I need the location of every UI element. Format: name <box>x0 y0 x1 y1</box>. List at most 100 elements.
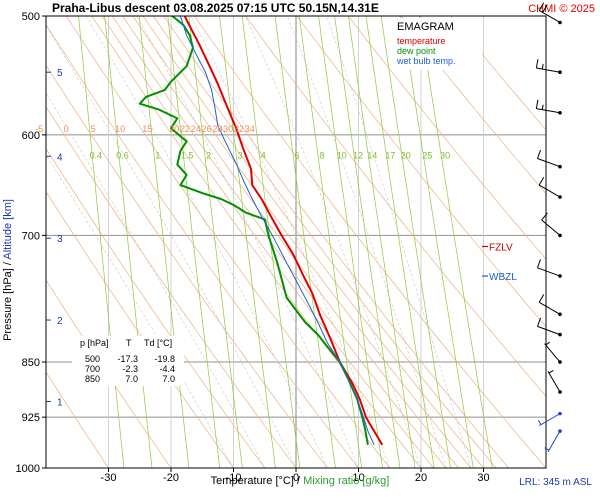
mixing-ratio-label: 2 <box>206 151 211 161</box>
legend-item-temperature: temperature <box>397 36 446 46</box>
x-tick-label: 10 <box>352 472 364 484</box>
y-axis-label-separator: / <box>2 260 14 269</box>
altitude-tick-label: 4 <box>57 152 63 163</box>
dry-adiabat <box>142 16 484 468</box>
wind-barb-station <box>558 390 562 394</box>
dry-adiabat <box>46 105 297 468</box>
dry-adiabat-label: 32 <box>234 124 244 134</box>
moist-adiabat <box>190 16 391 468</box>
dry-adiabat <box>153 16 497 468</box>
wind-barb-staff <box>538 413 561 427</box>
altitude-tick-label: 5 <box>57 68 63 79</box>
mixing-ratio-line <box>401 16 474 468</box>
wind-barb-half-flag <box>548 370 554 374</box>
dry-adiabat-label: 26 <box>202 124 212 134</box>
moist-adiabat <box>287 16 447 468</box>
wbzl-label: WBZL <box>489 272 517 283</box>
x-axis-label-mixing-ratio: Mixing ratio [g/kg] <box>303 475 389 487</box>
plot-area <box>45 15 547 469</box>
wind-barb-flag <box>536 149 541 159</box>
x-tick-label: -30 <box>101 472 117 484</box>
legend-title: EMAGRAM <box>397 21 454 33</box>
wind-barb-staff <box>547 430 561 453</box>
mixing-ratio-line <box>104 16 153 468</box>
wind-barb-station <box>558 312 562 317</box>
dry-adiabat-label: 20 <box>169 124 179 134</box>
wind-barb-half-flag <box>541 64 544 70</box>
moist-adiabat <box>245 16 422 468</box>
altitude-tick-label: 2 <box>57 316 63 327</box>
mixing-ratio-label: 30 <box>440 151 450 161</box>
moist-adiabat <box>46 92 266 468</box>
pressure-tick-label: 1000 <box>16 463 40 475</box>
info-table-cell: 7.0 <box>162 374 175 384</box>
wind-barb-station <box>558 429 562 433</box>
legend-item-dewpoint: dew point <box>397 46 436 56</box>
dry-adiabat-label: 10 <box>115 124 125 134</box>
moist-adiabat <box>46 24 297 468</box>
dry-adiabat <box>112 16 447 468</box>
mixing-ratio-line <box>167 16 221 468</box>
x-tick-label: 0 <box>293 472 299 484</box>
info-table-cell: -19.8 <box>154 354 175 364</box>
dry-adiabat <box>450 16 546 131</box>
dry-adiabat <box>399 16 546 195</box>
wind-barb-station <box>558 110 562 115</box>
wind-barb-staff <box>536 67 561 73</box>
pressure-tick-label: 600 <box>22 130 40 142</box>
x-axis-label-temperature: Temperature [°C] <box>211 475 294 487</box>
mixing-ratio-line <box>298 16 363 468</box>
y-axis-label: Pressure [hPa] / Altitude [km] <box>2 199 14 341</box>
dry-adiabat-label: 22 <box>180 124 190 134</box>
mixing-ratio-label: 25 <box>422 151 432 161</box>
wind-barb-staff <box>538 184 561 198</box>
wind-barb-station <box>558 360 562 364</box>
y-axis-label-pressure: Pressure [hPa] <box>2 268 14 341</box>
wind-barb-station <box>558 411 562 416</box>
info-table-cell: -2.3 <box>122 364 138 374</box>
dry-adiabat <box>245 16 546 397</box>
mixing-ratio-line <box>419 16 493 468</box>
credit-label: CHMI © 2025 <box>528 3 595 15</box>
mixing-ratio-label: 17 <box>385 151 395 161</box>
moist-adiabat <box>46 153 234 468</box>
mixing-ratio-line <box>365 16 435 468</box>
pressure-tick-label: 925 <box>22 412 40 424</box>
info-table: p [hPa] T Td [°C] 500 -17.3 -19.8 700 -2… <box>72 336 184 386</box>
pressure-tick-label: 500 <box>22 11 40 23</box>
wind-barb-half-flag <box>545 341 551 346</box>
wind-barb-flag <box>535 59 539 69</box>
mixing-ratio-label: 4 <box>261 151 266 161</box>
series-wet-bulb-temp <box>179 16 375 446</box>
info-table-header-t: T <box>126 338 132 348</box>
mixing-ratio-line <box>241 16 301 468</box>
mixing-ratio-label: 3 <box>238 151 243 161</box>
mixing-ratio-label: 1 <box>155 151 160 161</box>
dry-adiabat-label: 28 <box>212 124 222 134</box>
mixing-ratio-label: 20 <box>401 151 411 161</box>
wind-barb-station <box>558 332 562 337</box>
info-table-cell: 500 <box>85 354 100 364</box>
moist-adiabat <box>326 16 472 468</box>
dry-adiabat-label: 15 <box>142 124 152 134</box>
mixing-ratio-label: 0.4 <box>90 151 103 161</box>
mixing-ratio-label: 8 <box>319 151 324 161</box>
altitude-tick-label: 3 <box>57 234 63 245</box>
wind-barb-flag <box>535 99 539 109</box>
x-tick-label: -10 <box>226 472 242 484</box>
wind-barb-station <box>558 20 562 25</box>
info-table-header-p: p [hPa] <box>80 338 109 348</box>
wind-barb-staff <box>536 108 561 114</box>
mixing-ratio-label: 10 <box>337 151 347 161</box>
series-dew-point <box>138 16 369 445</box>
dry-adiabat <box>46 148 266 468</box>
info-table-header-td: Td [°C] <box>144 338 172 348</box>
dry-adiabat <box>46 371 109 468</box>
mixing-ratio-label: 14 <box>367 151 377 161</box>
info-table-cell: 700 <box>85 364 100 374</box>
dry-adiabat <box>296 16 546 328</box>
dry-adiabat <box>122 16 459 468</box>
mixing-ratio-line <box>274 16 336 468</box>
wind-barb-flag <box>538 176 545 186</box>
